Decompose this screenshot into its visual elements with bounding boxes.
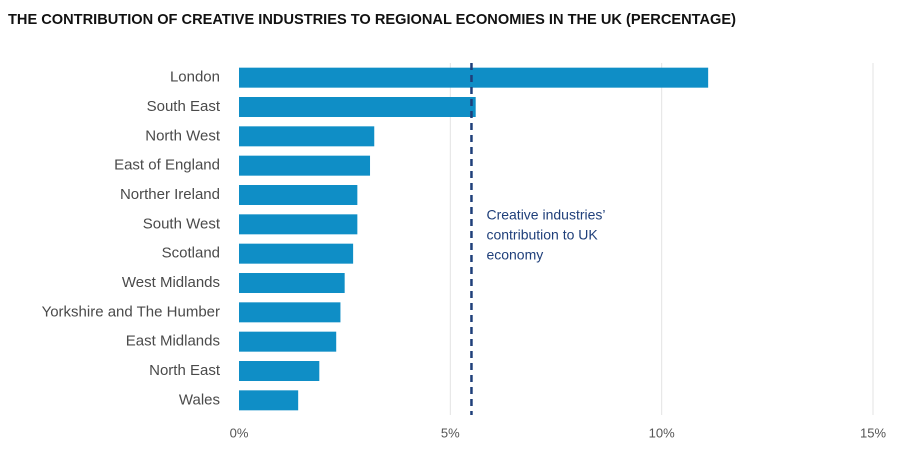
annotation: economy [486, 247, 543, 263]
y-tick-label: London [170, 69, 220, 86]
y-tick-label: West Midlands [122, 274, 220, 291]
y-tick-label: Scotland [162, 245, 220, 262]
annotation: contribution to UK [486, 227, 598, 243]
bar [239, 67, 709, 88]
x-tick-label: 10% [649, 425, 675, 440]
bar [239, 302, 341, 323]
bar [239, 97, 476, 117]
bar [239, 155, 371, 176]
annotation: Creative industries’ [486, 207, 605, 223]
bar [239, 243, 354, 264]
x-tick-label: 5% [441, 425, 460, 440]
y-tick-label: North East [149, 362, 221, 379]
y-tick-label: South East [147, 98, 221, 115]
x-tick-label: 15% [860, 425, 886, 440]
bar [239, 214, 358, 235]
bar [239, 390, 299, 411]
y-tick-label: East of England [114, 157, 220, 174]
y-tick-label: South West [143, 215, 221, 232]
bar [239, 331, 337, 352]
y-tick-label: Wales [179, 391, 220, 408]
y-tick-label: Norther Ireland [120, 186, 220, 203]
bar [239, 185, 358, 205]
bar [239, 273, 345, 293]
y-tick-label: East Midlands [126, 333, 220, 350]
x-tick-label: 0% [230, 425, 249, 440]
y-tick-label: Yorkshire and The Humber [42, 303, 220, 320]
bar [239, 361, 320, 381]
y-tick-label: North West [145, 127, 221, 144]
bar [239, 126, 375, 147]
chart-title: THE CONTRIBUTION OF CREATIVE INDUSTRIES … [8, 11, 736, 28]
